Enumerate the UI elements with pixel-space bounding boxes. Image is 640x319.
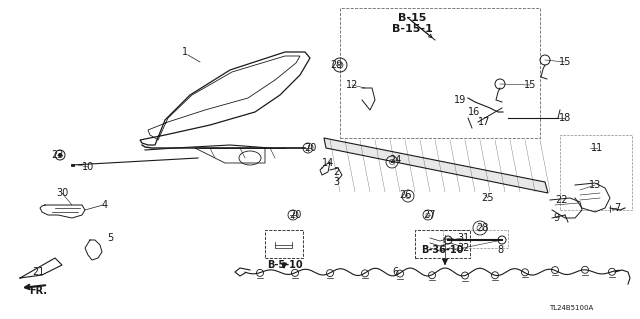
Bar	[265, 230, 303, 258]
Text: 12: 12	[346, 80, 358, 90]
Text: 7: 7	[614, 203, 620, 213]
Text: 19: 19	[454, 95, 466, 105]
Text: B-5-10: B-5-10	[267, 260, 303, 270]
Text: 8: 8	[497, 245, 503, 255]
Text: 27: 27	[424, 210, 436, 220]
Bar	[340, 8, 540, 138]
Text: FR.: FR.	[29, 286, 47, 296]
Text: 5: 5	[107, 233, 113, 243]
Text: 1: 1	[182, 47, 188, 57]
Text: 22: 22	[556, 195, 568, 205]
Text: 15: 15	[524, 80, 536, 90]
Text: TL24B5100A: TL24B5100A	[549, 305, 593, 311]
Text: 30: 30	[56, 188, 68, 198]
Text: 24: 24	[389, 155, 401, 165]
Text: 20: 20	[289, 210, 301, 220]
Text: 21: 21	[32, 267, 44, 277]
Bar	[560, 135, 632, 210]
Text: 25: 25	[482, 193, 494, 203]
Text: 3: 3	[333, 177, 339, 187]
Text: 32: 32	[457, 243, 469, 253]
Text: 13: 13	[589, 180, 601, 190]
Text: 14: 14	[322, 158, 334, 168]
Text: 11: 11	[591, 143, 603, 153]
Bar	[415, 230, 470, 258]
Text: B-15-1: B-15-1	[392, 24, 433, 34]
Text: 6: 6	[392, 267, 398, 277]
Bar	[443, 230, 508, 248]
Text: B-36-10: B-36-10	[421, 245, 463, 255]
Text: 28: 28	[476, 223, 488, 233]
Text: 29: 29	[330, 60, 342, 70]
Text: B-15: B-15	[398, 13, 426, 23]
Text: 26: 26	[399, 190, 411, 200]
Text: 9: 9	[553, 213, 559, 223]
Text: 16: 16	[468, 107, 480, 117]
Text: 2: 2	[333, 167, 339, 177]
Text: 20: 20	[304, 143, 316, 153]
Text: 31: 31	[457, 233, 469, 243]
Polygon shape	[324, 138, 548, 193]
Text: 15: 15	[559, 57, 571, 67]
Text: 10: 10	[82, 162, 94, 172]
Text: 4: 4	[102, 200, 108, 210]
Text: 17: 17	[478, 117, 490, 127]
Text: 18: 18	[559, 113, 571, 123]
Text: 23: 23	[51, 150, 63, 160]
Circle shape	[58, 153, 62, 157]
